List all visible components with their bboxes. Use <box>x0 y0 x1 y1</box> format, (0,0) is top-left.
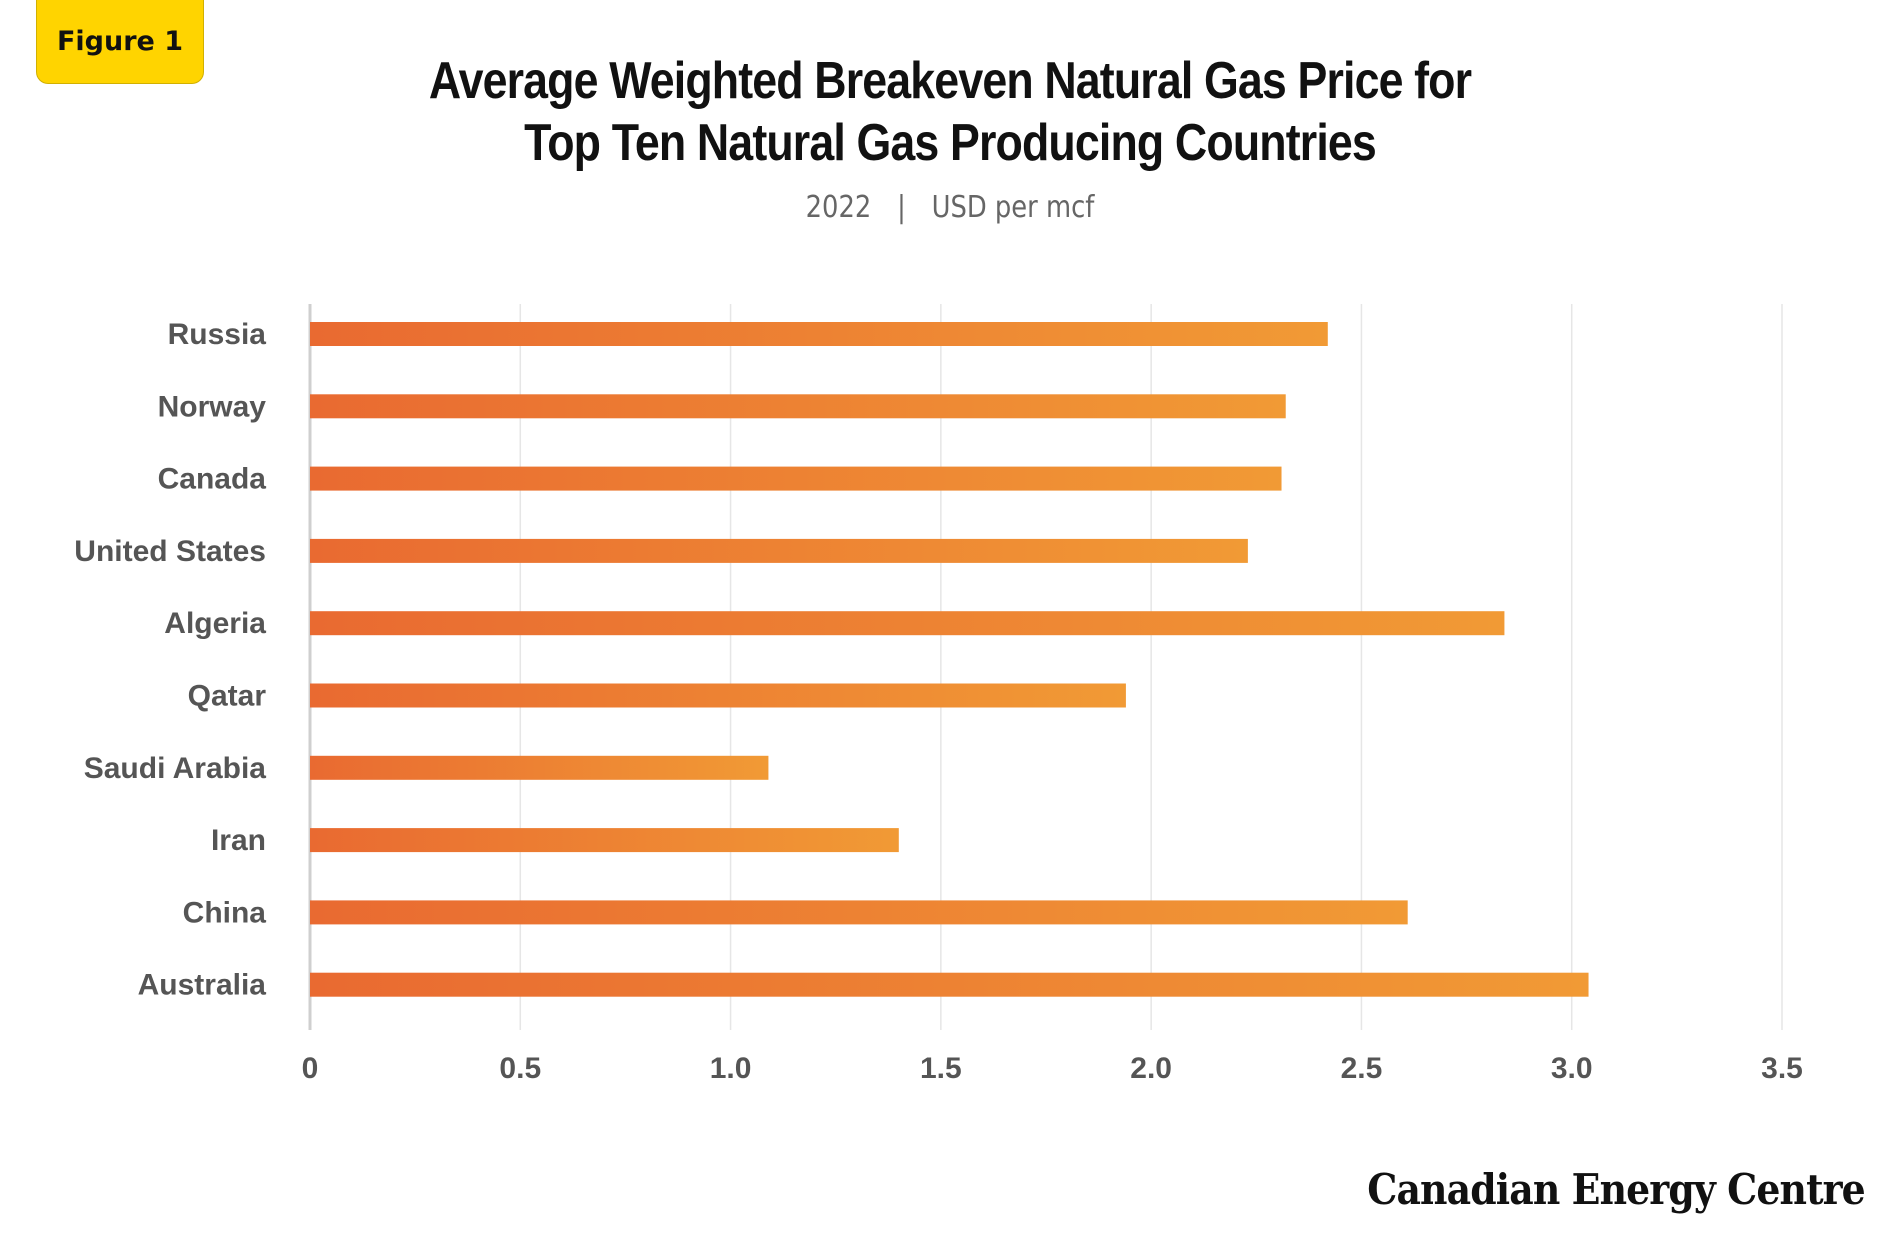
bars <box>310 322 1589 997</box>
category-label: Saudi Arabia <box>84 752 267 785</box>
x-tick-label: 3.0 <box>1551 1052 1593 1085</box>
bar <box>310 322 1328 346</box>
chart-title-line-2: Top Ten Natural Gas Producing Countries <box>524 114 1377 172</box>
x-tick-label: 2.0 <box>1130 1052 1172 1085</box>
chart-title-line-1: Average Weighted Breakeven Natural Gas P… <box>428 52 1472 110</box>
chart-title: Average Weighted Breakeven Natural Gas P… <box>0 50 1900 174</box>
category-label: Norway <box>158 390 267 423</box>
category-label: Russia <box>168 318 267 351</box>
figure-badge: Figure 1 <box>36 0 204 84</box>
bar <box>310 611 1505 636</box>
category-label: Algeria <box>164 607 266 640</box>
brand-logo: Canadian Energy Centre <box>1367 1165 1865 1214</box>
category-labels: Russia Norway Canada United States Algeria Qa… <box>74 318 266 1002</box>
category-label: China <box>183 896 267 929</box>
category-label: United States <box>74 535 266 568</box>
bar <box>310 538 1248 563</box>
category-label: Canada <box>158 463 267 496</box>
x-tick-label: 2.5 <box>1341 1052 1383 1085</box>
x-tick-label: 0.5 <box>499 1052 541 1085</box>
bar <box>310 466 1282 491</box>
x-tick-label: 3.5 <box>1761 1052 1803 1085</box>
bar <box>310 683 1126 708</box>
bar <box>310 828 899 853</box>
bar <box>310 755 769 780</box>
x-tick-label: 1.0 <box>710 1052 752 1085</box>
bar <box>310 394 1286 419</box>
subtitle-year: 2022 <box>805 190 872 225</box>
x-tick-label: 1.5 <box>920 1052 962 1085</box>
x-tick-label: 0 <box>302 1052 319 1085</box>
bar <box>310 900 1408 925</box>
category-label: Qatar <box>188 680 267 713</box>
subtitle-separator: | <box>897 190 906 225</box>
category-label: Australia <box>138 969 267 1002</box>
chart-subtitle: 2022 | USD per mcf <box>133 190 1767 225</box>
x-axis-ticks: 0 0.5 1.0 1.5 2.0 2.5 3.0 3.5 <box>302 1052 1803 1085</box>
bar <box>310 972 1589 997</box>
subtitle-unit: USD per mcf <box>931 190 1095 225</box>
category-label: Iran <box>211 824 266 857</box>
